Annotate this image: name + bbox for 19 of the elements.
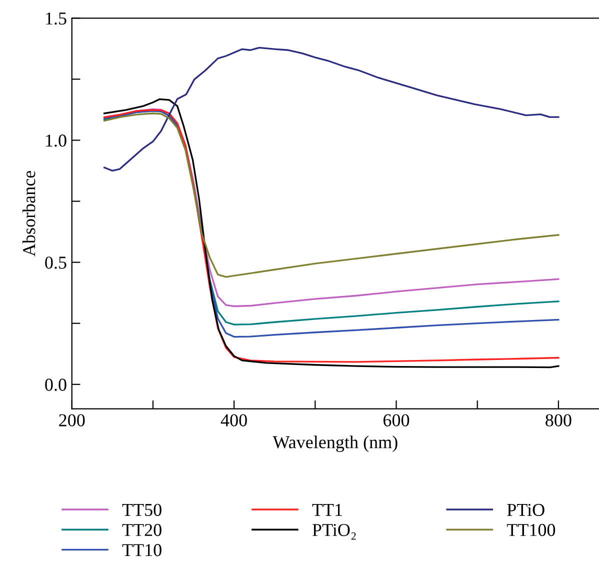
y-tick-label: 1.0 — [46, 134, 66, 147]
line-series — [103, 112, 560, 278]
legend-label: PTiO — [507, 504, 544, 516]
x-tick-label: 400 — [220, 414, 247, 426]
y-tick-label: 0.0 — [45, 378, 66, 391]
legend-label: TT1 — [312, 504, 342, 516]
y-tick-label: 1.5 — [46, 12, 66, 25]
legend-label: TT50 — [122, 504, 162, 516]
y-axis-title: Absorbance — [22, 170, 36, 256]
legend-label: TT20 — [122, 524, 162, 536]
y-tick-label: 0.5 — [45, 256, 66, 269]
legend-label: TT100 — [506, 524, 556, 536]
x-tick-label: 600 — [383, 414, 410, 426]
x-tick-label: 200 — [59, 414, 85, 426]
legend-label: PTiO₂ — [312, 524, 356, 540]
line-series — [103, 46, 560, 172]
x-axis-title: Wavelength (nm) — [272, 436, 398, 452]
x-tick-label: 800 — [546, 414, 572, 426]
legend-label: TT10 — [122, 544, 162, 556]
